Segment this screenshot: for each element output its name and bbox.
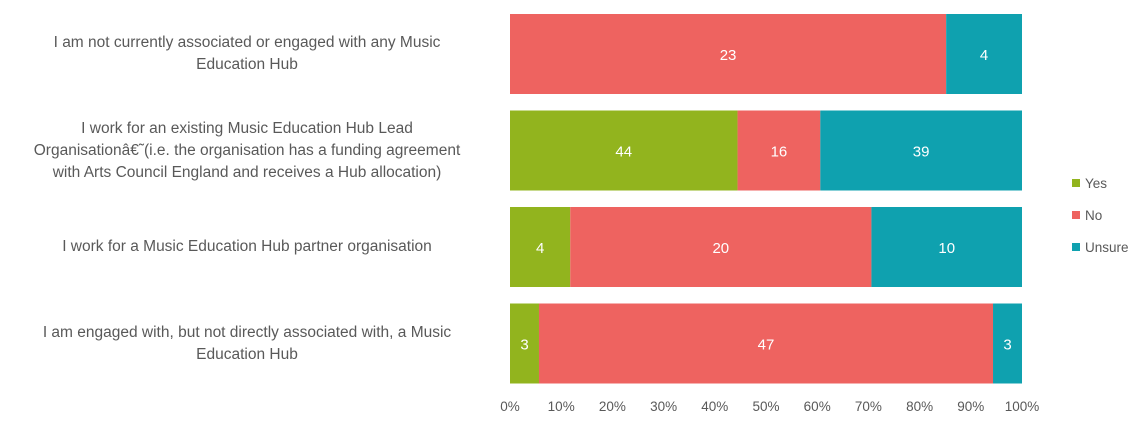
bar-segment-no-1 (510, 14, 947, 94)
category-label-line: with Arts Council England and receives a… (52, 163, 442, 181)
data-label-yes-4: 3 (520, 337, 528, 354)
category-label-3: I work for a Music Education Hub partner… (0, 236, 494, 258)
legend-label: No (1085, 207, 1103, 223)
x-tick-label: 30% (650, 399, 677, 414)
bar-segment-no-4 (538, 303, 994, 384)
bar-segment-unsure-3 (871, 207, 1022, 287)
x-tick-label: 0% (500, 399, 520, 414)
x-tick-label: 10% (548, 399, 575, 414)
bar-segment-unsure-4 (993, 303, 1022, 384)
x-tick-label: 60% (804, 399, 831, 414)
data-label-yes-3: 4 (536, 240, 544, 257)
x-tick-label: 100% (1005, 399, 1040, 414)
category-label-line: Organisationâ€˜(i.e. the organisation ha… (33, 141, 461, 159)
category-label-line: I am not currently associated or engaged… (53, 34, 441, 51)
category-label-line: Education Hub (196, 345, 298, 363)
bar-segment-no-2 (737, 110, 821, 191)
bar-segment-yes-2 (510, 110, 738, 191)
data-label-unsure-3: 10 (938, 240, 955, 257)
data-label-unsure-2: 39 (913, 144, 930, 161)
legend-label: Unsure (1085, 239, 1129, 255)
category-label-line: I work for a Music Education Hub partner… (62, 238, 432, 255)
category-label-line: I work for an existing Music Education H… (81, 119, 413, 137)
x-tick-label: 70% (855, 399, 882, 414)
x-tick-label: 90% (957, 399, 984, 414)
bar-segment-yes-3 (510, 207, 571, 287)
legend-label: Yes (1085, 175, 1108, 191)
data-label-no-1: 23 (720, 47, 737, 64)
category-label-line: I am engaged with, but not directly asso… (42, 323, 452, 341)
legend-swatch (1072, 179, 1080, 187)
x-tick-label: 20% (599, 399, 626, 414)
category-label-1: I am not currently associated or engaged… (0, 32, 494, 76)
legend-item-yes: Yes (1072, 167, 1132, 199)
data-label-no-2: 16 (771, 144, 788, 161)
legend-item-no: No (1072, 199, 1132, 231)
bar-segment-unsure-1 (946, 14, 1022, 94)
data-label-no-4: 47 (758, 337, 775, 354)
x-tick-label: 50% (752, 399, 779, 414)
bar-segment-yes-4 (510, 303, 539, 384)
x-tick-label: 40% (701, 399, 728, 414)
category-label-4: I am engaged with, but not directly asso… (0, 322, 494, 366)
data-label-yes-2: 44 (615, 144, 632, 161)
data-label-unsure-1: 4 (980, 47, 988, 64)
category-label-line: Education Hub (196, 56, 298, 73)
data-label-no-3: 20 (712, 240, 729, 257)
data-label-unsure-4: 3 (1003, 337, 1011, 354)
legend: Yes No Unsure (1072, 167, 1132, 263)
category-label-2: I work for an existing Music Education H… (0, 118, 494, 184)
bar-segment-no-3 (570, 207, 872, 287)
legend-swatch (1072, 243, 1080, 251)
legend-swatch (1072, 211, 1080, 219)
x-tick-label: 80% (906, 399, 933, 414)
bar-segment-unsure-2 (820, 110, 1022, 191)
legend-item-unsure: Unsure (1072, 231, 1132, 263)
